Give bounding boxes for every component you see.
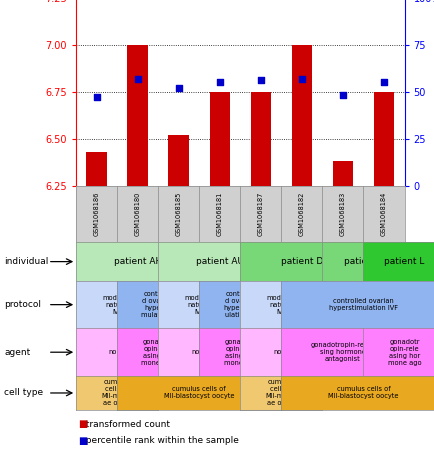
- Text: patient L: patient L: [384, 257, 424, 266]
- Text: modified
natural
IVF: modified natural IVF: [102, 294, 132, 315]
- Text: cell type: cell type: [4, 389, 43, 397]
- Text: GSM1068185: GSM1068185: [175, 192, 181, 236]
- Text: GSM1068182: GSM1068182: [298, 192, 304, 236]
- Text: GSM1068181: GSM1068181: [216, 192, 222, 236]
- Text: patient J: patient J: [344, 257, 381, 266]
- Text: protocol: protocol: [4, 300, 41, 309]
- Text: patient AH: patient AH: [113, 257, 161, 266]
- Text: gonadotr
opin-rele
asing hor
mone ago: gonadotr opin-rele asing hor mone ago: [387, 339, 421, 366]
- Text: percentile rank within the sample: percentile rank within the sample: [80, 436, 239, 445]
- Text: transformed count: transformed count: [80, 420, 170, 429]
- Text: none: none: [273, 349, 289, 355]
- Text: controlle
d ovarian
hyperstim
ulation IV: controlle d ovarian hyperstim ulation IV: [223, 291, 256, 318]
- Text: none: none: [108, 349, 125, 355]
- Point: [216, 79, 223, 86]
- Point: [257, 77, 264, 84]
- Point: [380, 79, 387, 86]
- Point: [175, 84, 182, 92]
- Bar: [250, 92, 270, 186]
- Text: GSM1068184: GSM1068184: [380, 192, 386, 236]
- Text: patient AU: patient AU: [195, 257, 243, 266]
- Point: [339, 92, 345, 99]
- Text: modified
natural
IVF: modified natural IVF: [184, 294, 214, 315]
- Bar: [86, 152, 107, 186]
- Bar: [209, 92, 230, 186]
- Text: GSM1068180: GSM1068180: [135, 192, 140, 236]
- Text: GSM1068183: GSM1068183: [339, 192, 345, 236]
- Text: agent: agent: [4, 348, 30, 357]
- Text: controlle
d ovarian
hypersti
mulation I: controlle d ovarian hypersti mulation I: [141, 291, 174, 318]
- Bar: [373, 92, 393, 186]
- Point: [134, 75, 141, 82]
- Bar: [127, 45, 148, 186]
- Text: cumulus
cells of
MII-morul
ae oocyt: cumulus cells of MII-morul ae oocyt: [265, 380, 296, 406]
- Point: [93, 94, 100, 101]
- Bar: [168, 135, 189, 186]
- Text: cumulus cells of
MII-blastocyst oocyte: cumulus cells of MII-blastocyst oocyte: [328, 386, 398, 400]
- Text: controlled ovarian
hyperstimulation IVF: controlled ovarian hyperstimulation IVF: [328, 298, 397, 311]
- Text: gonadotr
opin-rele
asing hor
mone ago: gonadotr opin-rele asing hor mone ago: [141, 339, 174, 366]
- Bar: [332, 161, 352, 186]
- Text: none: none: [191, 349, 207, 355]
- Text: ■: ■: [78, 419, 87, 429]
- Text: GSM1068187: GSM1068187: [257, 192, 263, 236]
- Text: modified
natural
IVF: modified natural IVF: [266, 294, 296, 315]
- Bar: [291, 45, 312, 186]
- Text: cumulus
cells of
MII-morul
ae oocyt: cumulus cells of MII-morul ae oocyt: [102, 380, 132, 406]
- Text: patient D: patient D: [280, 257, 322, 266]
- Text: GSM1068186: GSM1068186: [93, 192, 99, 236]
- Text: ■: ■: [78, 435, 87, 446]
- Text: gonadotropin-relea
sing hormone
antagonist: gonadotropin-relea sing hormone antagoni…: [310, 342, 374, 362]
- Text: cumulus cells of
MII-blastocyst oocyte: cumulus cells of MII-blastocyst oocyte: [164, 386, 234, 400]
- Text: individual: individual: [4, 257, 49, 266]
- Point: [298, 75, 305, 82]
- Text: gonadotr
opin-rele
asing hor
mone ago: gonadotr opin-rele asing hor mone ago: [223, 339, 256, 366]
